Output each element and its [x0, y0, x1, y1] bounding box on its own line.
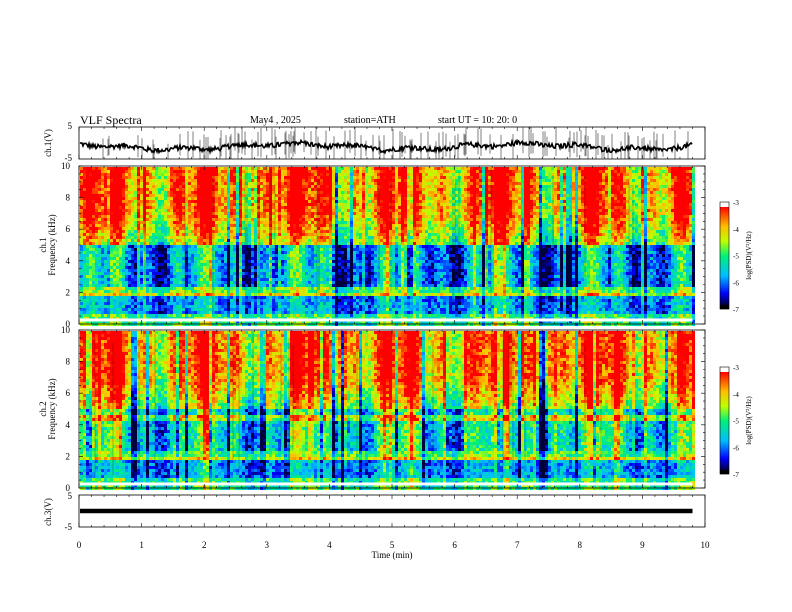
freq-tick-4: 4: [66, 420, 71, 430]
colorbar-tick-0: -3: [733, 364, 739, 372]
time-tick-4: 4: [327, 540, 332, 550]
ch1-colorbar: -3 -4 -5 -6 -7 log(PSD)(V²/Hz): [720, 199, 753, 314]
time-axis-ticklabels: 0 1 2 3 4 5 6 7 8 9 10: [77, 540, 710, 550]
time-tick-0: 0: [77, 540, 82, 550]
waveform-band: [80, 509, 692, 513]
ch1-waveform-panel: 5 -5 ch.1(V): [43, 121, 705, 163]
colorbar-tick-3: -6: [733, 444, 739, 452]
time-tick-3: 3: [265, 540, 270, 550]
colorbar-label: log(PSD)(V²/Hz): [745, 231, 753, 280]
colorbar-tick-0: -3: [733, 199, 739, 207]
ch1-waveform-trace: [80, 127, 692, 159]
ch1-ytick-5: 5: [68, 121, 73, 131]
freq-tick-6: 6: [66, 224, 71, 234]
colorbar-tick-2: -5: [733, 418, 739, 426]
colorbar-tick-4: -7: [733, 306, 739, 314]
ch3-ytick-5: 5: [68, 491, 73, 501]
time-tick-6: 6: [452, 540, 457, 550]
time-tick-2: 2: [202, 540, 207, 550]
freq-tick-8: 8: [66, 193, 71, 203]
ch3-ytick-neg5: -5: [65, 522, 73, 532]
time-tick-1: 1: [139, 540, 144, 550]
freq-tick-6: 6: [66, 388, 71, 398]
time-tick-7: 7: [515, 540, 520, 550]
time-tick-9: 9: [640, 540, 645, 550]
ch3-waveform-trace: [80, 509, 692, 513]
time-tick-5: 5: [390, 540, 395, 550]
waveform-spikes: [103, 127, 688, 159]
time-tick-10: 10: [701, 540, 711, 550]
freq-tick-10: 10: [61, 325, 71, 335]
colorbar-tick-2: -5: [733, 253, 739, 261]
ch2-colorbar: -3 -4 -5 -6 -7 log(PSD)(V²/Hz): [720, 364, 753, 479]
freq-tick-2: 2: [66, 451, 71, 461]
ch1-spectrogram-channel-label: ch.1Frequency (kHz): [38, 214, 57, 275]
colorbar-tick-4: -7: [733, 471, 739, 479]
date-label: May4 , 2025: [250, 115, 301, 126]
time-tick-8: 8: [578, 540, 583, 550]
waveform-line: [80, 141, 692, 153]
colorbar-label: log(PSD)(V²/Hz): [745, 396, 753, 445]
time-axis-label: Time (min): [372, 550, 413, 560]
colorbar-tick-3: -6: [733, 279, 739, 287]
freq-tick-8: 8: [66, 357, 71, 367]
ch2-spectrogram-channel-label: ch.2Frequency (kHz): [38, 378, 57, 439]
freq-tick-2: 2: [66, 287, 71, 297]
colorbar-tick-1: -4: [733, 391, 739, 399]
ch3-waveform-panel: 5 -5 ch.3(V) 0 1 2 3 4 5 6 7 8 9 10 Time (min): [43, 491, 710, 560]
ch2-spectrogram-image: [80, 331, 695, 490]
station-label: station=ATH: [344, 115, 396, 126]
ch1-waveform-ticks: [79, 127, 705, 159]
ch1-waveform-frame: [79, 127, 705, 159]
freq-tick-10: 10: [61, 161, 71, 171]
freq-tick-4: 4: [66, 256, 71, 266]
colorbar-tick-1: -4: [733, 226, 739, 234]
spectrogram-gap: [80, 318, 692, 321]
start-time-label: start UT = 10: 20: 0: [438, 115, 517, 126]
ch1-waveform-ylabel: ch.1(V): [43, 129, 53, 157]
spectrogram-gap: [80, 482, 692, 485]
x-minor-ticks: [79, 127, 705, 159]
ch3-waveform-ylabel: ch.3(V): [43, 498, 53, 526]
ch1-spectrogram-image: [80, 167, 695, 326]
figure-title: VLF Spectra: [80, 113, 142, 127]
